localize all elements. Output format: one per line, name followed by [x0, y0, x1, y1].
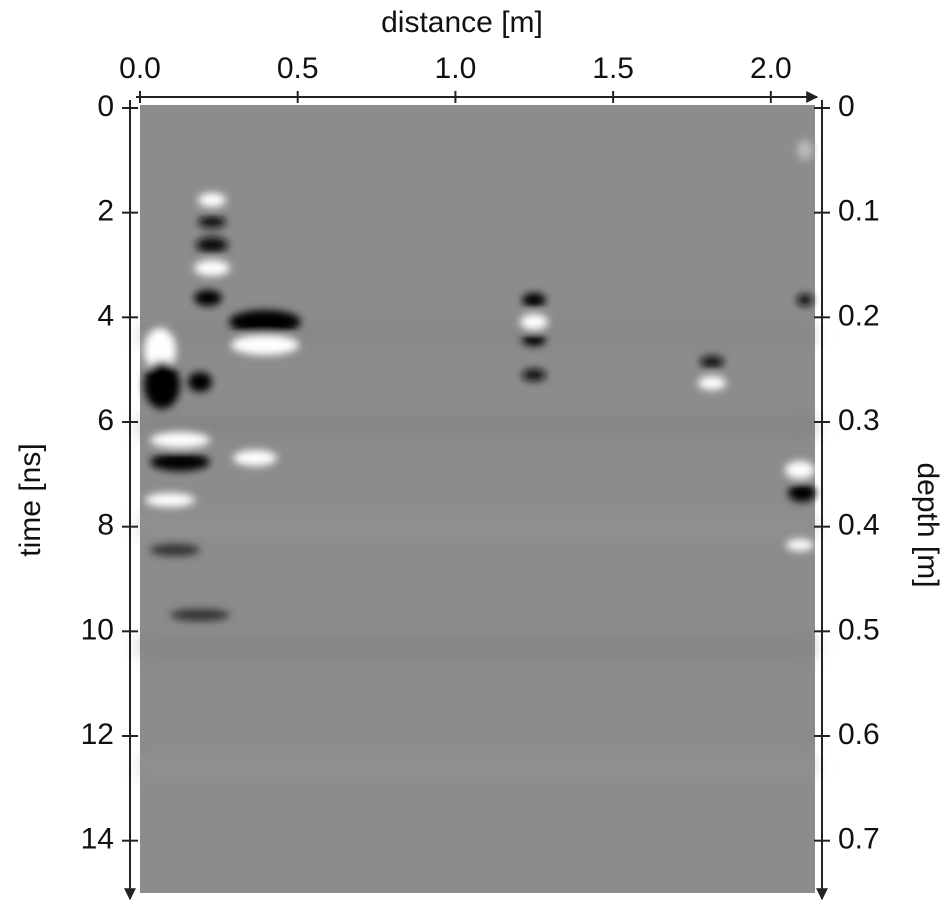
y-tick-label: 8 — [97, 509, 114, 542]
y2-tick-label: 0.3 — [838, 404, 880, 437]
y-tick-label: 2 — [97, 195, 114, 228]
y2-tick-label: 0.1 — [838, 195, 880, 228]
y-tick-label: 14 — [81, 823, 114, 856]
y-tick-label: 4 — [97, 299, 114, 332]
y-tick-label: 6 — [97, 404, 114, 437]
y2-tick-label: 0.6 — [838, 718, 880, 751]
y2-axis-title: depth [m] — [911, 462, 944, 587]
y2-tick-label: 0.5 — [838, 613, 880, 646]
x-axis-title: distance [m] — [381, 6, 543, 39]
x-tick-label: 2.0 — [750, 52, 792, 85]
x-tick-label: 1.0 — [435, 52, 477, 85]
y-tick-label: 12 — [81, 718, 114, 751]
y2-tick-label: 0 — [838, 90, 855, 123]
y-tick-label: 10 — [81, 613, 114, 646]
y-tick-label: 0 — [97, 90, 114, 123]
y2-tick-label: 0.4 — [838, 509, 880, 542]
x-tick-label: 0.0 — [119, 52, 161, 85]
y-axis-title: time [ns] — [14, 443, 47, 556]
x-tick-label: 1.5 — [592, 52, 634, 85]
y2-tick-label: 0.7 — [838, 823, 880, 856]
y2-tick-label: 0.2 — [838, 299, 880, 332]
radargram-image — [140, 105, 816, 893]
x-tick-label: 0.5 — [277, 52, 319, 85]
